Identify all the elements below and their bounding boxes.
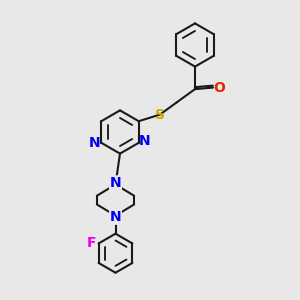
Text: N: N bbox=[139, 134, 151, 148]
Text: O: O bbox=[214, 81, 226, 94]
Text: N: N bbox=[110, 210, 121, 224]
Text: F: F bbox=[86, 236, 96, 250]
Text: N: N bbox=[110, 176, 121, 190]
Text: S: S bbox=[155, 108, 165, 122]
Text: N: N bbox=[89, 136, 100, 150]
